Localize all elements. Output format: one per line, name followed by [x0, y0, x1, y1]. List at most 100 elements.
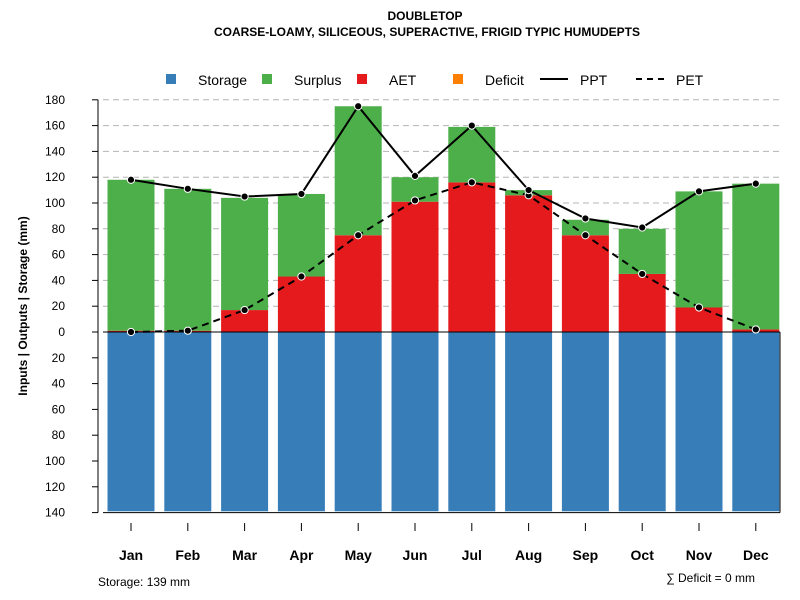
ppt-point-nov [694, 187, 704, 196]
bar-surplus-apr [277, 193, 325, 277]
ppt-point-may [354, 102, 363, 111]
bar-storage-dec [732, 332, 780, 512]
ppt-point-apr [297, 189, 306, 199]
chart-title: DOUBLETOP [387, 9, 462, 23]
bar-storage-oct [618, 332, 666, 512]
bar-storage-jan [107, 332, 155, 512]
gridlines [103, 99, 780, 307]
bar-aet-mar [221, 310, 269, 332]
pet-line [130, 181, 757, 333]
y-tick-label: 60 [52, 402, 66, 416]
y-tick-label: 0 [58, 325, 65, 339]
pet-point-jul [467, 178, 476, 187]
ppt-point-oct [638, 223, 647, 232]
bar-aet-sep [561, 235, 609, 332]
legend-swatch-deficit [453, 74, 463, 84]
y-tick-label: 40 [52, 273, 66, 287]
bar-surplus-oct [618, 228, 666, 274]
legend-label-pet: PET [676, 72, 704, 88]
bar-storage-apr [277, 332, 325, 512]
bar-aet-apr [277, 276, 325, 332]
pet-point-sep [581, 231, 590, 240]
pet-point-may [354, 231, 363, 240]
y-tick-label: 80 [52, 428, 66, 442]
y-tick-label: 140 [45, 506, 65, 520]
ppt-line [130, 104, 756, 229]
ppt-point-jan [126, 175, 136, 184]
bar-aet-aug [505, 195, 553, 332]
pet-point-nov [694, 303, 704, 312]
y-tick-label: 60 [52, 248, 66, 262]
pet-point-feb [183, 326, 192, 335]
bar-surplus-jan [107, 179, 155, 331]
axes: 180 160 140 120 100 80 60 40 20 0 20 40 60 80 100 120 14… [45, 93, 781, 563]
bar-storage-aug [505, 332, 553, 512]
ppt-point-dec [751, 179, 760, 188]
bar-storage-feb [164, 332, 212, 512]
y-tick-label: 140 [45, 144, 65, 158]
bar-surplus-sep [561, 219, 609, 236]
y-axis-label: Inputs | Outputs | Storage (mm) [16, 216, 30, 395]
x-tick-label-mar: Mar [232, 547, 257, 563]
deficit-note: ∑ Deficit = 0 mm [666, 571, 755, 585]
bar-surplus-feb [164, 188, 212, 331]
x-tick-label-jun: Jun [403, 547, 428, 563]
ppt-point-sep [581, 214, 590, 223]
x-tick-label-dec: Dec [743, 547, 769, 563]
x-tick-label-jul: Jul [462, 547, 482, 563]
bar-storage-mar [221, 332, 269, 512]
bar-surplus-mar [221, 197, 269, 311]
y-tick-label: 20 [52, 299, 66, 313]
bars [107, 106, 780, 512]
series-lines [126, 102, 760, 337]
bar-aet-jul [448, 182, 496, 332]
pet-point-apr [297, 272, 306, 281]
bar-surplus-nov [675, 191, 723, 308]
bar-storage-nov [675, 332, 723, 512]
pet-point-dec [751, 325, 760, 334]
ppt-point-mar [240, 192, 249, 201]
storage-note: Storage: 139 mm [98, 575, 190, 589]
x-tick-label-apr: Apr [289, 547, 314, 563]
x-tick-label-jan: Jan [119, 547, 143, 563]
bar-storage-sep [561, 332, 609, 512]
x-tick-label-aug: Aug [515, 547, 542, 563]
bar-surplus-dec [732, 183, 780, 330]
pet-point-jun [410, 196, 420, 205]
legend-swatch-storage [166, 74, 176, 84]
legend-label-surplus: Surplus [294, 72, 341, 88]
y-tick-label: 100 [45, 454, 65, 468]
pet-point-oct [638, 269, 647, 279]
bar-storage-jul [448, 332, 496, 512]
x-tick-label-may: May [345, 547, 372, 563]
bar-storage-jun [391, 332, 439, 512]
ppt-point-aug [524, 186, 533, 195]
y-tick-label: 40 [52, 377, 66, 391]
bar-storage-may [334, 332, 382, 512]
legend-label-aet: AET [389, 72, 417, 88]
y-tick-label: 80 [52, 222, 66, 236]
x-tick-label-nov: Nov [686, 547, 713, 563]
ppt-point-jun [410, 171, 420, 181]
bar-aet-may [334, 235, 382, 332]
legend-label-deficit: Deficit [485, 72, 524, 88]
bar-surplus-may [334, 106, 382, 236]
x-tick-label-sep: Sep [573, 547, 599, 563]
legend-swatch-aet [357, 74, 367, 84]
y-tick-label: 120 [45, 170, 65, 184]
y-tick-label: 20 [52, 351, 66, 365]
ppt-point-feb [183, 184, 192, 193]
bar-surplus-jul [448, 126, 496, 183]
legend-label-storage: Storage [198, 72, 247, 88]
pet-point-mar [240, 305, 249, 315]
bar-aet-jun [391, 201, 439, 332]
legend-label-ppt: PPT [580, 72, 608, 88]
legend: Storage Surplus AET Deficit PPT PET [166, 72, 704, 88]
y-tick-label: 180 [45, 93, 65, 107]
y-tick-label: 100 [45, 196, 65, 210]
y-tick-label: 120 [45, 480, 65, 494]
x-tick-label-oct: Oct [631, 547, 655, 563]
chart-subtitle: COARSE-LOAMY, SILICEOUS, SUPERACTIVE, FR… [214, 25, 640, 39]
pet-point-jan [126, 327, 136, 337]
